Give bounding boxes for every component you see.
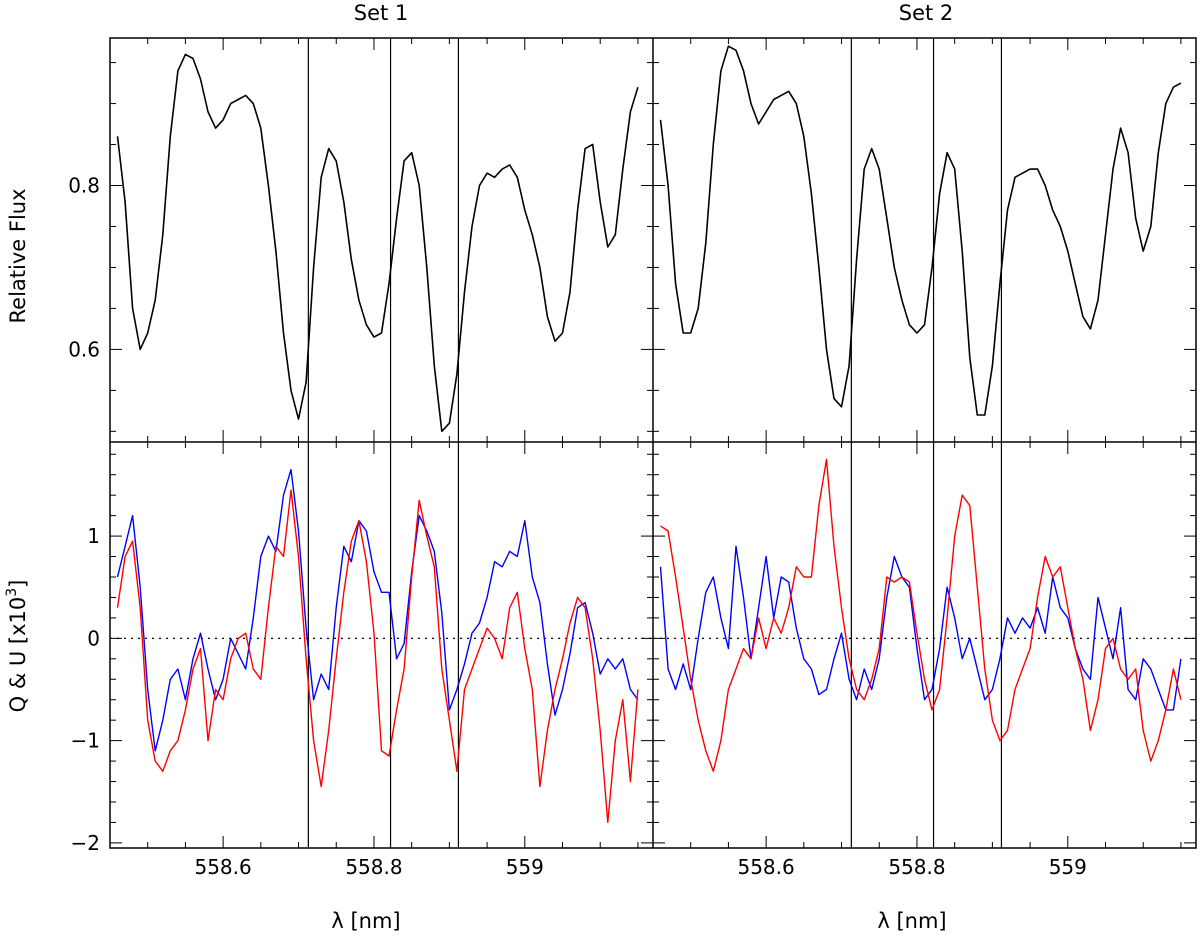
x-tick-label: 558.8 [345, 855, 402, 879]
x-tick-label: 559 [506, 855, 544, 879]
x-tick-label: 558.8 [888, 855, 945, 879]
flux-line [116, 53, 639, 433]
panel-title-set-1: Set 1 [354, 1, 409, 25]
top-y-tick-label: 0.6 [68, 337, 100, 361]
red-series-line [116, 489, 639, 824]
red-series-line [660, 458, 1182, 772]
top-y-axis-label: Relative Flux [6, 188, 30, 323]
bottom-y-axis-label-end: ] [6, 580, 30, 588]
bottom-y-tick-label: −1 [71, 729, 100, 753]
x-tick-label: 558.6 [194, 855, 251, 879]
x-axis-label-right: λ [nm] [877, 909, 946, 933]
bottom-y-tick-label: −2 [71, 831, 100, 855]
bottom-y-axis-label-main: Q & U [x10 [6, 597, 30, 713]
plot-panels: 558.6 558.8 559 0.6 0.8 −2 −1 0 1 558.6 558.8 559 [68, 37, 1197, 879]
x-axis-label-left: λ [nm] [331, 909, 400, 933]
x-tick-label: 559 [1049, 855, 1087, 879]
bottom-y-tick-label: 1 [87, 524, 100, 548]
blue-series-line [659, 545, 1182, 711]
bottom-y-tick-label: 0 [87, 626, 100, 650]
x-tick-label: 558.6 [737, 855, 794, 879]
blue-series-line [116, 468, 639, 752]
top-y-tick-label: 0.8 [68, 174, 100, 198]
panel-title-set-2: Set 2 [899, 1, 954, 25]
flux-line [659, 45, 1182, 416]
bottom-y-axis-label-sup: 3 [4, 588, 20, 597]
bottom-y-axis-label: Q & U [x103] [4, 580, 30, 713]
